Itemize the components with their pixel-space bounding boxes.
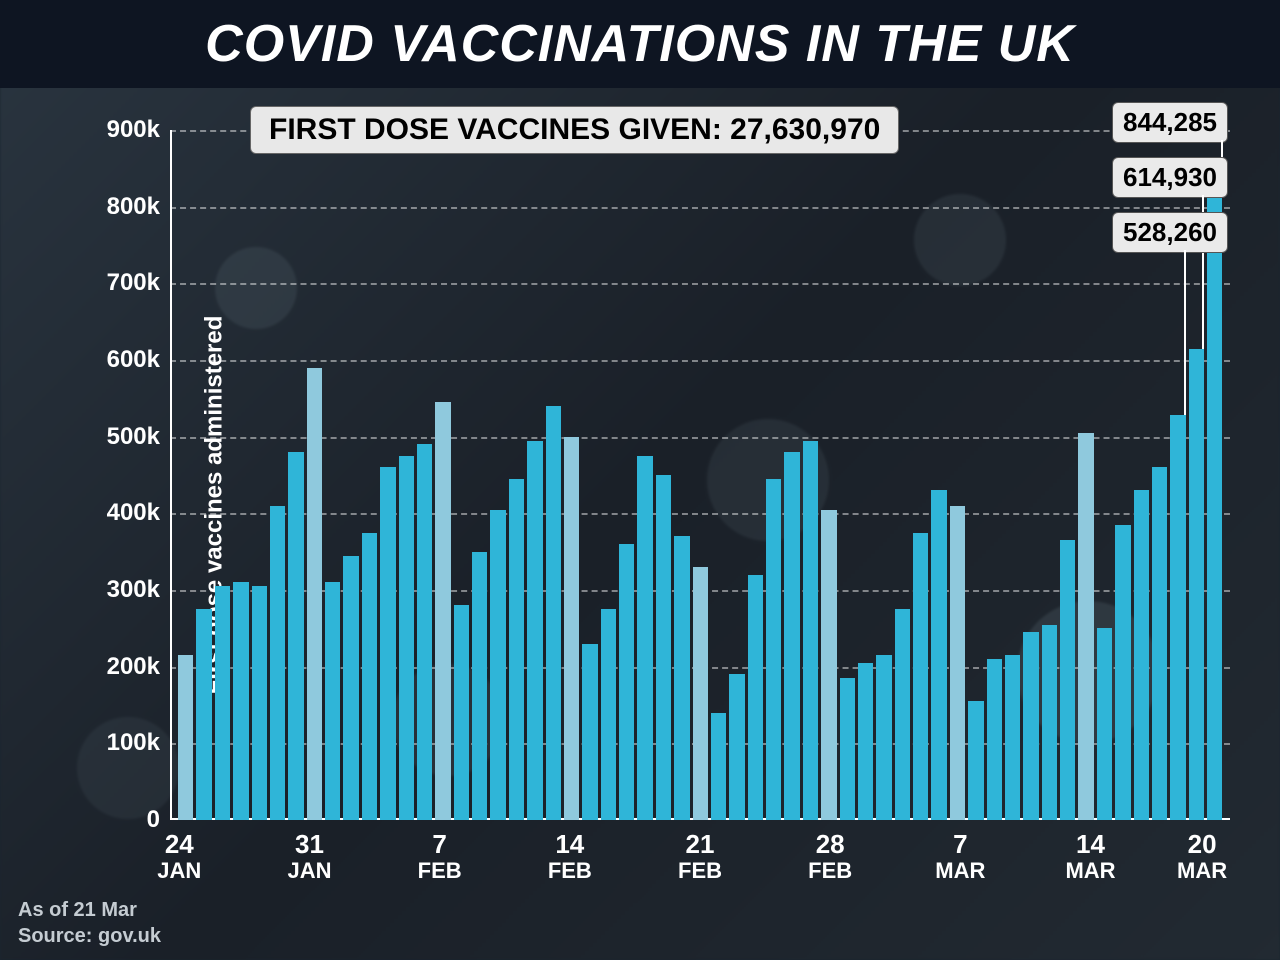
bar [748,575,763,820]
bar [1060,540,1075,820]
callout-label: 614,930 [1112,157,1228,198]
bar [380,467,395,820]
bar [656,475,671,820]
bar [1005,655,1020,820]
callout-label: 528,260 [1112,212,1228,253]
bar [1152,467,1167,820]
x-tick-label: 7MAR [935,830,985,883]
bar [711,713,726,820]
x-tick-label: 21FEB [678,830,722,883]
x-tick-label: 14FEB [548,830,592,883]
bar [343,556,358,821]
y-tick-label: 300k [107,576,160,604]
bar [729,674,744,820]
bar [472,552,487,820]
bar [270,506,285,820]
bar [1189,349,1204,820]
bar [674,536,689,820]
x-axis-labels: 24JAN31JAN7FEB14FEB21FEB28FEB7MAR14MAR20… [170,830,1230,900]
bar [196,609,211,820]
bar [417,444,432,820]
bar [803,441,818,821]
y-tick-label: 200k [107,653,160,681]
bar [858,663,873,820]
summary-box: FIRST DOSE VACCINES GIVEN: 27,630,970 [250,106,899,154]
bar [233,582,248,820]
bar [252,586,267,820]
bar [1207,173,1222,820]
chart-container: First dose vaccines administered 0100k20… [70,110,1250,900]
y-tick-label: 800k [107,193,160,221]
bar [1170,415,1185,820]
bar [1042,625,1057,821]
footer-source: Source: gov.uk [18,925,161,948]
x-tick-label: 24JAN [157,830,201,883]
bar [619,544,634,820]
bar [1023,632,1038,820]
chart-title: COVID VACCINATIONS IN THE UK [0,0,1280,88]
bar [307,368,322,820]
x-tick-label: 20MAR [1177,830,1227,883]
y-tick-label: 900k [107,116,160,144]
bar [435,402,450,820]
bar [766,479,781,820]
y-tick-label: 700k [107,269,160,297]
bar [527,441,542,821]
x-tick-label: 7FEB [418,830,462,883]
bar [362,533,377,821]
bar [564,437,579,820]
bar [546,406,561,820]
x-tick-label: 14MAR [1065,830,1115,883]
bar [987,659,1002,820]
bar [1097,628,1112,820]
bar [913,533,928,821]
bar [1078,433,1093,820]
plot-area: 0100k200k300k400k500k600k700k800k900k 84… [170,130,1230,820]
bar [399,456,414,820]
bar [950,506,965,820]
callout-label: 844,285 [1112,102,1228,143]
bar [288,452,303,820]
x-tick-label: 31JAN [287,830,331,883]
bar [1134,490,1149,820]
x-tick-label: 28FEB [808,830,852,883]
bar [693,567,708,820]
bar [895,609,910,820]
y-tick-label: 500k [107,423,160,451]
bar [582,644,597,820]
bar [821,510,836,821]
bar [178,655,193,820]
footer-date: As of 21 Mar [18,899,137,922]
bar [601,609,616,820]
bar [1115,525,1130,820]
bar [931,490,946,820]
y-axis-line [170,130,172,820]
bar [215,586,230,820]
bar [637,456,652,820]
bar [840,678,855,820]
y-tick-label: 400k [107,499,160,527]
bar [325,582,340,820]
bar [490,510,505,821]
callout-leader-line [1184,250,1186,415]
bar [509,479,524,820]
bar [968,701,983,820]
y-tick-label: 100k [107,729,160,757]
bars-group [178,130,1222,820]
bar [454,605,469,820]
bar [784,452,799,820]
y-tick-label: 600k [107,346,160,374]
bar [876,655,891,820]
